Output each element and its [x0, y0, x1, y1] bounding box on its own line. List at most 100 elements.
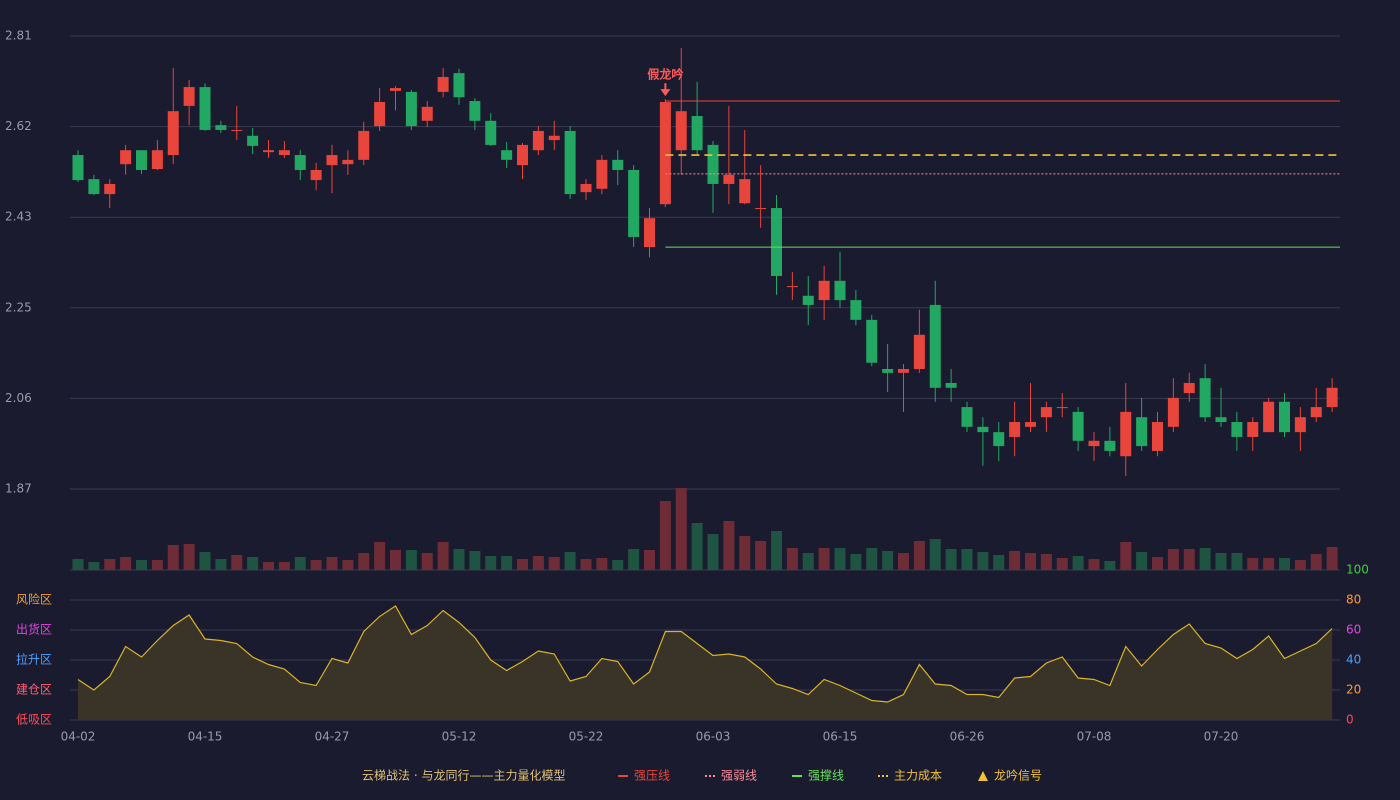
volume-bar — [390, 550, 401, 570]
candle-body — [691, 115, 703, 151]
volume-bar — [1056, 558, 1068, 570]
candle-body — [136, 150, 147, 170]
volume-bar — [945, 549, 957, 570]
zone-label: 出货区 — [16, 622, 52, 637]
volume-bar — [707, 534, 719, 570]
volume-bar — [644, 550, 655, 570]
legend-label: 强撑线 — [808, 768, 844, 783]
volume-bar — [723, 521, 735, 570]
candle-body — [1294, 417, 1306, 433]
candle-body — [898, 369, 909, 373]
candle-body — [72, 155, 84, 181]
candle-body — [437, 76, 449, 92]
volume-bar — [913, 541, 925, 570]
candle-body — [326, 155, 338, 166]
volume-bar — [104, 559, 116, 570]
volume-bar — [691, 523, 703, 570]
y-tick-label: 2.62 — [5, 119, 32, 133]
indicator-tick-label: 80 — [1346, 593, 1361, 607]
candle-body — [659, 102, 671, 205]
candle-body — [485, 120, 497, 145]
candle-body — [421, 106, 433, 121]
candle-body — [263, 150, 274, 153]
candle-body — [215, 125, 227, 130]
volume-bar — [278, 562, 290, 570]
volume-bar — [1088, 559, 1100, 570]
y-tick-label: 2.25 — [5, 300, 32, 314]
candle-body — [1120, 411, 1132, 457]
candle-body — [183, 87, 195, 106]
volume-bar — [136, 560, 147, 570]
volume-bar — [929, 539, 941, 570]
volume-bar — [802, 553, 814, 570]
candle-body — [1136, 417, 1148, 447]
candle-body — [834, 280, 846, 301]
volume-bar — [1104, 561, 1116, 570]
candle-body — [247, 135, 259, 146]
volume-bar — [850, 554, 862, 570]
volume-bar — [532, 556, 544, 570]
x-tick-label: 04-27 — [315, 730, 350, 744]
volume-bar — [898, 553, 909, 570]
zone-label: 风险区 — [16, 592, 52, 607]
x-tick-label: 05-22 — [569, 730, 604, 744]
volume-bar — [501, 556, 513, 570]
volume-bar — [342, 560, 354, 570]
candle-body — [929, 304, 941, 388]
indicator-tick-label: 20 — [1346, 683, 1361, 697]
volume-bar — [612, 560, 624, 570]
volume-bar — [771, 531, 782, 570]
indicator-tick-label: 0 — [1346, 713, 1354, 727]
candle-body — [786, 286, 798, 288]
volume-bar — [818, 548, 830, 570]
legend-label: 主力成本 — [894, 769, 942, 783]
volume-bar — [675, 488, 687, 570]
volume-bar — [961, 549, 973, 570]
volume-bar — [183, 544, 195, 570]
candle-body — [517, 144, 528, 166]
legend-label: 强压线 — [634, 769, 670, 783]
volume-bar — [548, 557, 560, 570]
volume-bar — [294, 557, 306, 570]
candle-body — [453, 73, 465, 98]
volume-bar — [659, 501, 671, 570]
candle-body — [342, 159, 354, 165]
y-tick-label: 2.43 — [5, 210, 32, 224]
y-tick-label: 1.87 — [5, 482, 32, 496]
volume-bar — [1136, 552, 1148, 570]
volume-bar — [1310, 554, 1322, 570]
volume-bar — [1294, 560, 1306, 570]
volume-bar — [1120, 542, 1132, 570]
candle-body — [977, 426, 989, 433]
candle-body — [120, 150, 132, 165]
signal-label: 假龙吟 — [647, 67, 683, 82]
candle-body — [913, 334, 925, 370]
volume-bar — [326, 557, 338, 570]
candle-body — [771, 208, 782, 276]
candle-body — [707, 144, 719, 184]
indicator-line — [77, 605, 1333, 703]
candle-body — [1231, 422, 1243, 437]
candle-body — [1215, 417, 1227, 423]
volume-bar — [1167, 549, 1179, 570]
candle-body — [945, 382, 957, 388]
volume-bar — [993, 555, 1005, 570]
volume-bar — [580, 559, 592, 570]
candle-body — [1072, 411, 1084, 441]
candle-body — [1056, 407, 1068, 409]
volume-bar — [628, 549, 640, 570]
volume-bar — [167, 545, 179, 570]
volume-bar — [469, 551, 481, 570]
candle-body — [1025, 422, 1036, 427]
x-tick-label: 06-03 — [696, 730, 731, 744]
candle-body — [818, 280, 830, 301]
volume-bar — [151, 560, 163, 570]
volume-bar — [866, 548, 878, 570]
volume-bar — [231, 555, 243, 570]
candle-body — [993, 432, 1005, 447]
volume-bar — [310, 560, 322, 570]
volume-bar — [437, 542, 449, 570]
volume-bar — [1152, 557, 1163, 570]
volume-bar — [1247, 558, 1259, 570]
